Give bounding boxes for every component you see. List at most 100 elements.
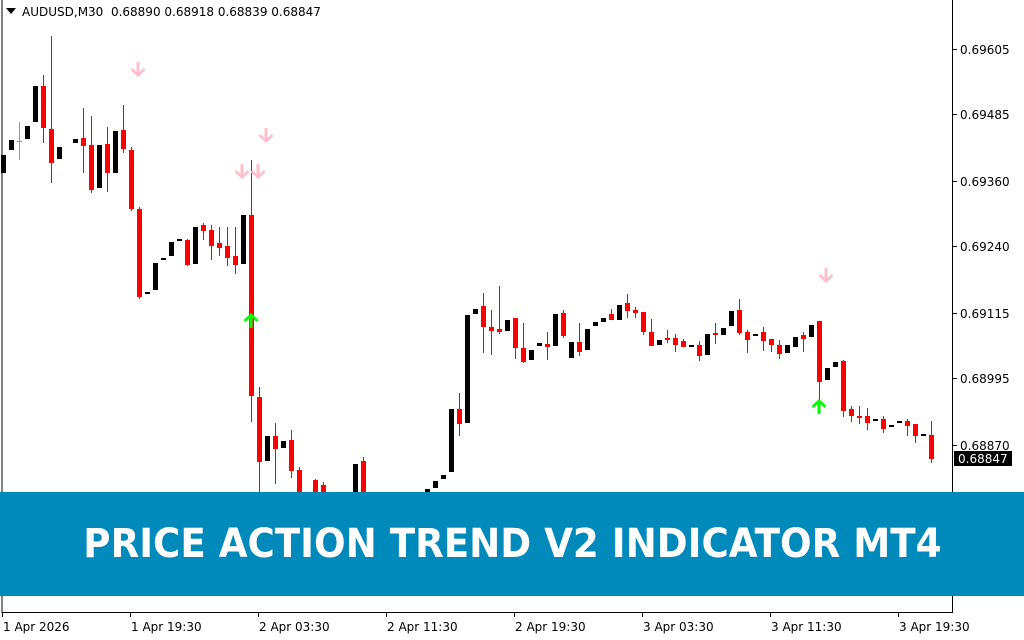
candle [569,342,574,358]
candle [825,368,830,380]
candle [433,481,438,488]
candle [97,145,102,188]
candle [881,416,886,433]
candle [145,292,150,294]
candle [529,350,534,360]
candle [489,310,494,355]
candle [9,140,14,150]
candle [89,116,94,193]
price-tick-label: 0.69605 [960,43,1010,57]
candle [745,330,750,353]
candle [905,419,910,436]
candles-layer [1,36,934,492]
candle [793,337,798,347]
candle [113,131,118,173]
candle [497,286,502,334]
buy-arrow-icon [811,399,827,414]
candle [201,223,206,240]
candle [521,323,526,363]
candle [297,467,302,492]
candle [713,323,718,344]
price-tick-label: 0.69115 [960,307,1010,321]
candle [809,325,814,337]
candle [505,320,510,331]
current-price-label: 0.68847 [954,451,1012,466]
candle [921,434,926,436]
candle [105,127,110,192]
candle [513,318,518,359]
candle [761,327,766,351]
candle [553,314,558,346]
candle [577,323,582,356]
candle [617,305,622,320]
candle [753,334,758,336]
candle [129,147,134,211]
candle [785,345,790,353]
candle [153,263,158,290]
price-tick-label: 0.69360 [960,175,1010,189]
candle [681,339,686,347]
candle [721,328,726,335]
candle [641,312,646,335]
candle [865,408,870,430]
candle [217,227,222,256]
time-tick-label: 2 Apr 19:30 [515,620,586,634]
candle [801,332,806,352]
dropdown-triangle-icon[interactable] [6,8,16,14]
candle [465,315,470,423]
time-tick-label: 2 Apr 11:30 [387,620,458,634]
candle [177,239,182,241]
buy-arrow-icon [243,313,259,328]
candle [81,108,86,173]
candle [585,329,590,350]
candle [137,207,142,299]
candle [737,299,742,335]
time-tick-label: 3 Apr 11:30 [771,620,842,634]
candle [649,319,654,346]
candle [209,225,214,260]
candle [425,489,430,492]
sell-arrow-icon [130,62,146,77]
candle [41,75,46,143]
candle [889,425,894,427]
candle [361,457,366,492]
candle [449,409,454,472]
candle [849,406,854,422]
chart-header: AUDUSD,M30 0.68890 0.68918 0.68839 0.688… [6,5,321,19]
candle [441,475,446,479]
time-axis[interactable]: 1 Apr 2026 1 Apr 19:30 2 Apr 03:30 2 Apr 11… [2,613,970,634]
candle [561,310,566,338]
candle [593,322,598,326]
candle [689,345,694,347]
candle [25,126,30,139]
price-axis[interactable]: 0.69605 0.69485 0.69360 0.69240 0.69115 0.689… [953,43,1010,453]
candle [281,441,286,448]
candle [625,294,630,318]
candle [265,436,270,461]
ohlc-values: 0.68890 0.68918 0.68839 0.68847 [110,5,321,19]
candle [857,406,862,424]
sell-arrow-icon [250,164,266,179]
time-tick-label: 3 Apr 03:30 [643,620,714,634]
banner-title: PRICE ACTION TREND V2 INDICATOR MT4 [82,521,942,567]
candle [897,421,902,423]
price-tick-label: 0.68995 [960,372,1010,386]
candle [841,360,846,417]
time-tick-label: 2 Apr 03:30 [259,620,330,634]
candle [185,239,190,266]
signal-arrows-layer [130,62,834,414]
candle [289,430,294,478]
candle [33,86,38,122]
sell-arrow-icon [234,164,250,179]
candle [913,424,918,443]
candle [697,341,702,361]
candle [833,362,838,367]
candle [257,387,262,492]
title-banner: PRICE ACTION TREND V2 INDICATOR MT4 [0,492,1024,596]
candle [769,339,774,352]
candle [545,332,550,360]
candle [57,147,62,159]
candle [817,321,822,414]
candle [657,340,662,345]
svg-text:0.68847: 0.68847 [958,452,1008,466]
